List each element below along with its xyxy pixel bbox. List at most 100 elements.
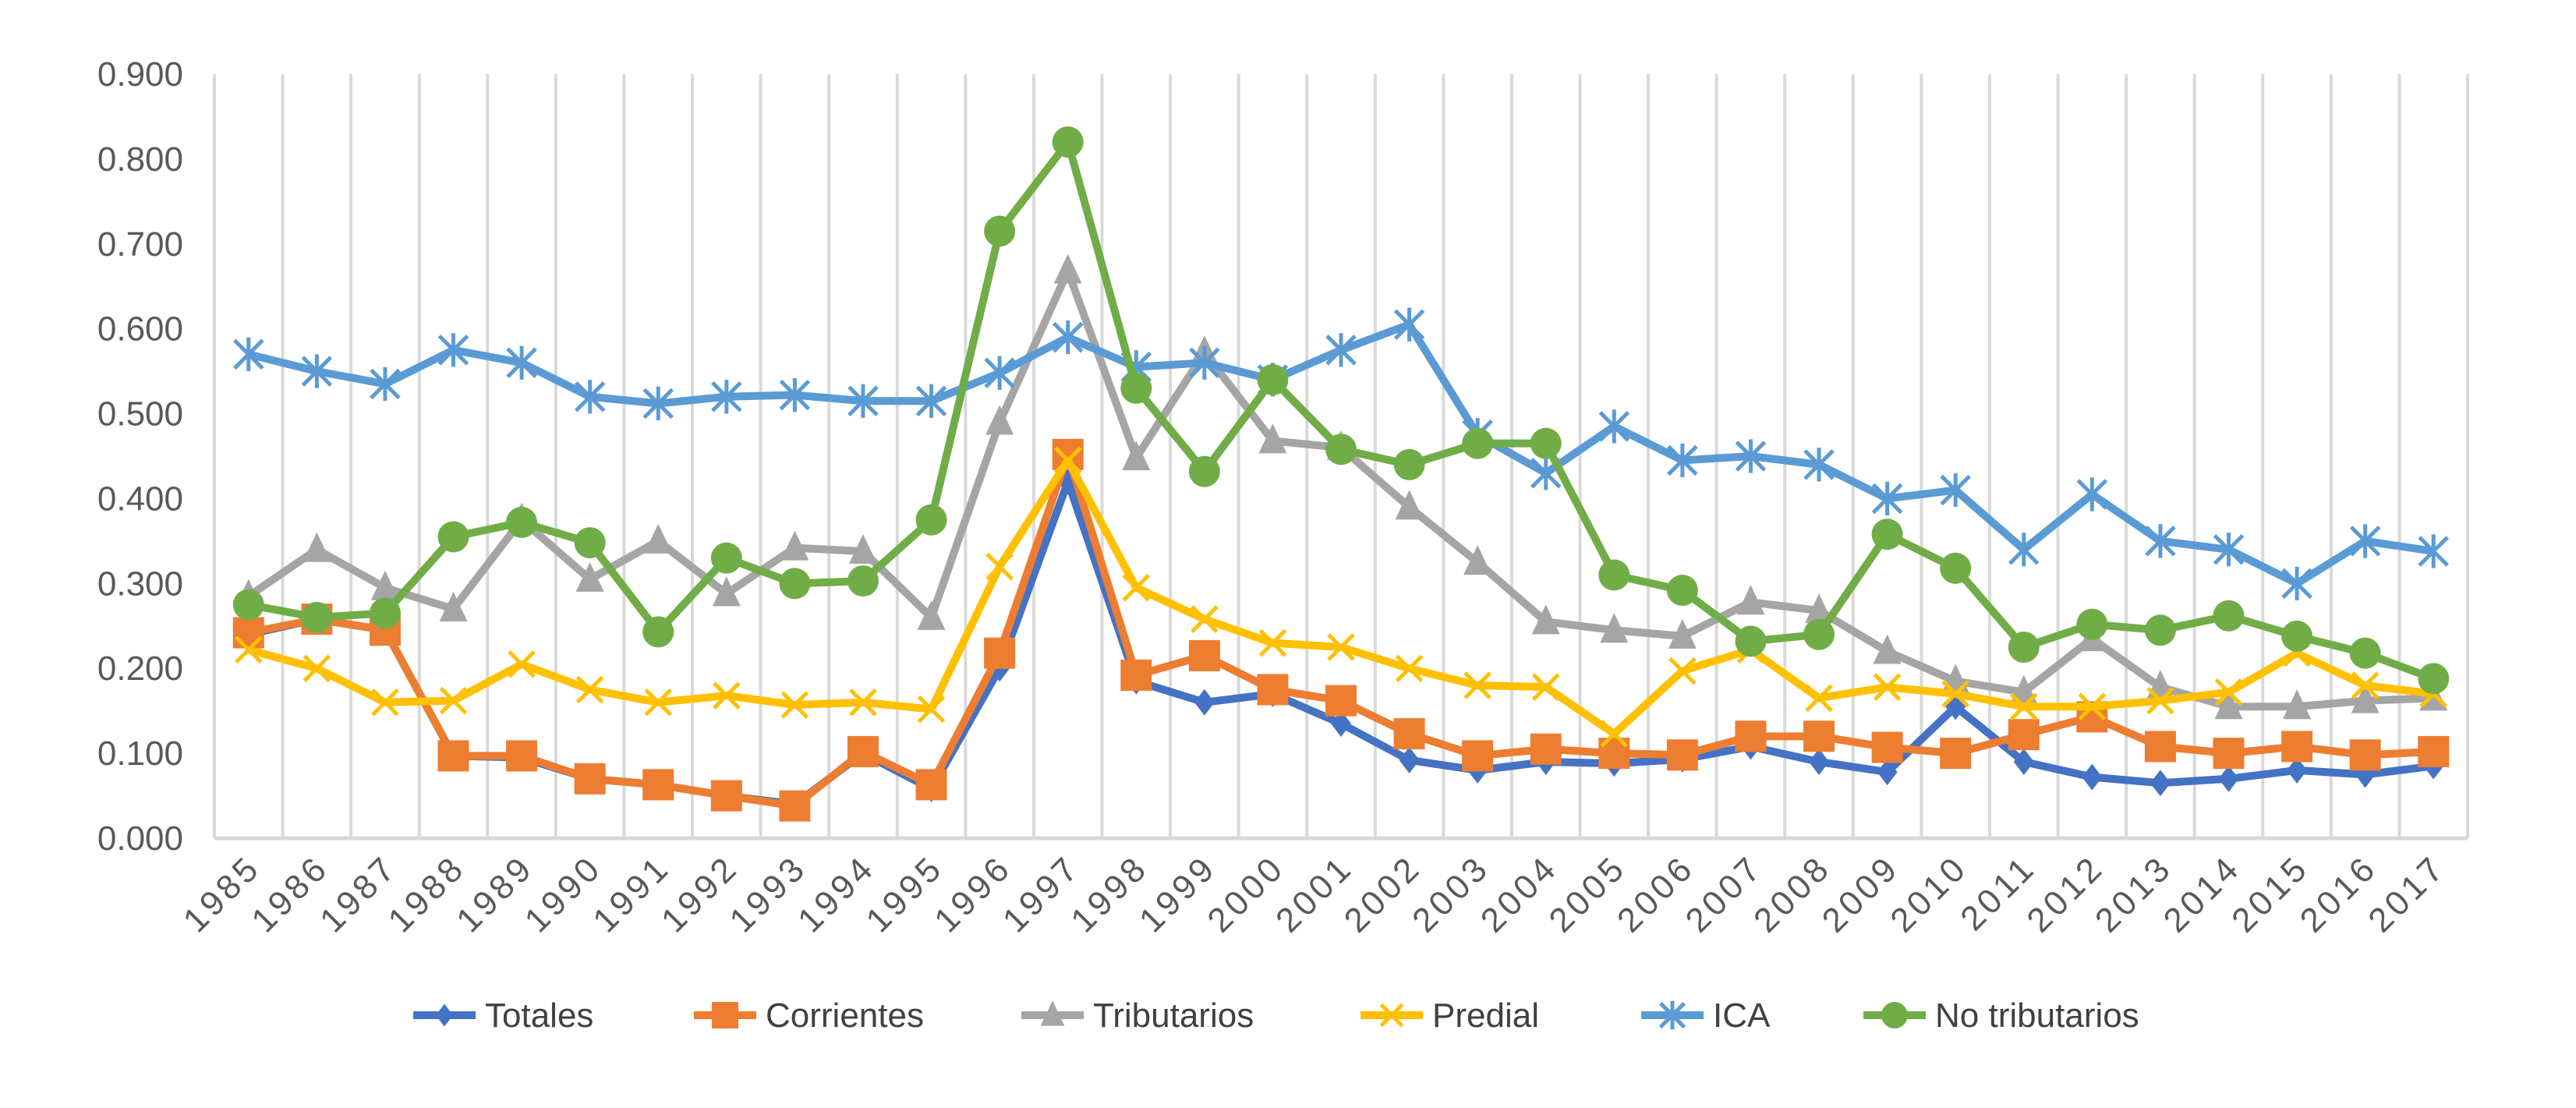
x-tick-label: 1992	[654, 848, 746, 940]
data-point	[779, 568, 811, 600]
data-point	[439, 686, 468, 715]
data-point	[303, 532, 331, 562]
data-point	[1258, 423, 1287, 454]
data-point	[1462, 740, 1494, 772]
series-totales	[238, 468, 2444, 818]
x-tick-label: 1987	[313, 848, 405, 940]
x-tick-label: 2006	[1610, 848, 1702, 940]
data-point	[1188, 455, 1220, 487]
data-point	[915, 504, 947, 536]
series-corrientes	[232, 438, 2450, 822]
data-point	[1325, 333, 1357, 367]
data-point	[713, 681, 741, 710]
data-point	[1940, 738, 1972, 770]
data-point	[1530, 733, 1562, 765]
data-point	[1805, 684, 1833, 713]
legend-item: Predial	[1361, 996, 1539, 1035]
data-point	[1188, 639, 1220, 671]
data-point	[2281, 731, 2313, 763]
data-point	[233, 337, 264, 371]
data-point	[574, 763, 606, 795]
data-point	[1189, 345, 1220, 380]
y-tick-label: 0.500	[97, 395, 183, 434]
x-tick-label: 2001	[1269, 848, 1361, 940]
series-ica	[233, 307, 2449, 600]
data-point	[1877, 759, 1898, 786]
x-tick-label: 1998	[1063, 848, 1155, 940]
data-point	[644, 689, 673, 717]
data-point	[235, 635, 263, 664]
data-point	[1873, 673, 1902, 701]
x-tick-label: 1996	[927, 848, 1019, 940]
data-point	[2418, 534, 2449, 568]
y-tick-label: 0.300	[97, 565, 183, 603]
data-point	[2082, 763, 2103, 791]
data-point	[2145, 524, 2176, 558]
data-point	[780, 530, 809, 561]
x-tick-label: 2012	[2019, 848, 2111, 940]
legend-marker-icon	[1379, 1003, 1404, 1028]
series-line	[247, 477, 2434, 809]
data-point	[1735, 439, 1767, 473]
legend-label: Corrientes	[766, 996, 924, 1035]
data-point	[984, 215, 1016, 247]
legend-item: ICA	[1641, 996, 1771, 1035]
data-point	[848, 533, 877, 564]
data-point	[1327, 633, 1355, 661]
data-point	[985, 552, 1014, 581]
data-point	[849, 689, 877, 717]
data-point	[1052, 126, 1084, 158]
x-tick-label: 1986	[244, 848, 336, 940]
data-point	[847, 565, 879, 597]
data-point	[1325, 685, 1357, 717]
data-point	[642, 386, 674, 421]
data-point	[1735, 625, 1767, 657]
data-point	[1122, 574, 1151, 602]
data-point	[2418, 663, 2450, 695]
data-point	[984, 637, 1016, 669]
data-point	[2013, 749, 2034, 775]
data-point	[439, 592, 468, 621]
data-point	[847, 735, 879, 767]
data-point	[2076, 608, 2108, 640]
data-point	[1805, 593, 1834, 624]
data-point	[985, 405, 1014, 435]
data-point	[506, 506, 538, 538]
data-point	[371, 689, 399, 717]
data-point	[574, 380, 606, 414]
data-point	[1053, 446, 1082, 475]
data-point	[1803, 720, 1835, 752]
data-point	[2218, 765, 2239, 792]
data-point	[1871, 731, 1903, 763]
data-point	[2009, 692, 2038, 720]
data-point	[1331, 710, 1351, 737]
data-point	[1873, 634, 1902, 664]
y-axis-ticks: 0.000 0.100 0.200 0.300 0.400 0.500 0.600 0.700…	[97, 55, 183, 858]
data-point	[2349, 524, 2381, 558]
data-point	[2150, 770, 2171, 797]
data-point	[1053, 253, 1082, 284]
data-point	[1325, 434, 1357, 466]
data-point	[1600, 613, 1629, 643]
data-point	[2144, 614, 2176, 646]
data-point	[1530, 427, 1562, 459]
data-point	[2281, 620, 2313, 652]
data-point	[301, 601, 333, 633]
data-point	[1463, 671, 1491, 699]
data-point	[1666, 739, 1698, 771]
legend-label: No tributarios	[1935, 996, 2139, 1035]
data-point	[780, 691, 809, 719]
data-point	[370, 366, 401, 402]
legend-marker-icon	[1040, 1000, 1065, 1026]
x-tick-label: 2009	[1815, 848, 1907, 940]
data-point	[2213, 600, 2245, 632]
y-tick-label: 0.800	[97, 140, 183, 179]
x-tick-label: 1994	[791, 848, 883, 940]
data-point	[575, 561, 604, 592]
data-point	[232, 617, 264, 649]
data-point	[2146, 686, 2174, 715]
data-point	[1600, 720, 1629, 748]
data-point	[1940, 473, 1971, 508]
